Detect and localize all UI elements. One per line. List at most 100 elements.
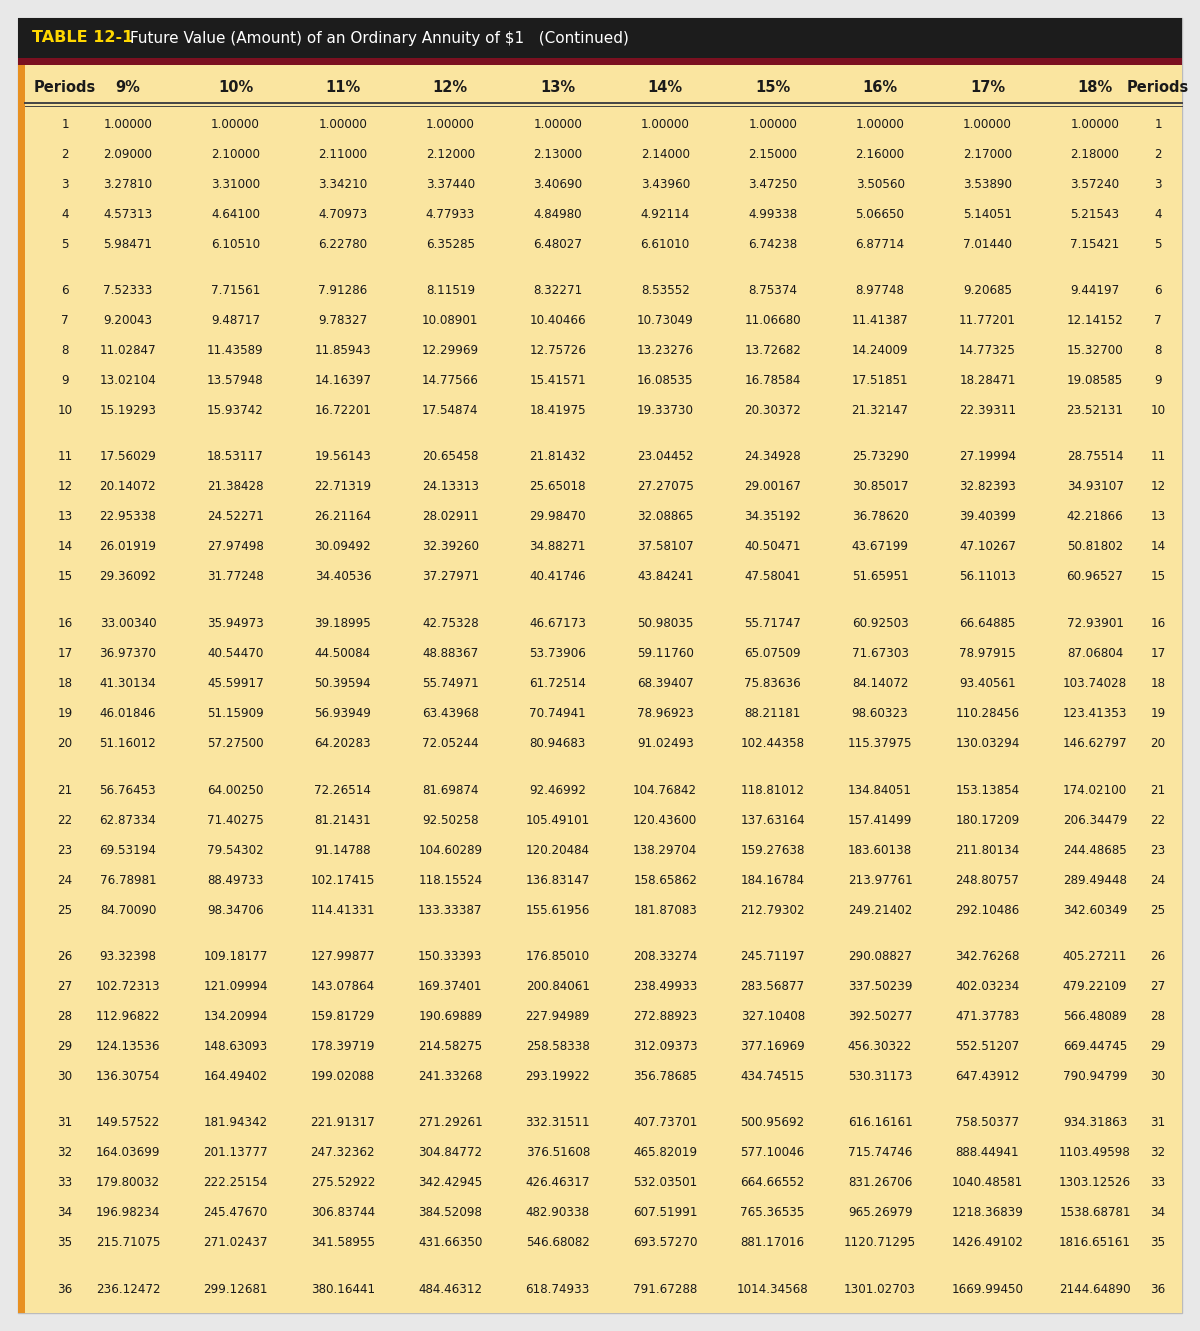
Text: 18.28471: 18.28471 <box>959 374 1016 387</box>
Text: 23: 23 <box>1151 844 1165 857</box>
Text: 32.39260: 32.39260 <box>422 540 479 554</box>
Text: 133.33387: 133.33387 <box>418 904 482 917</box>
Text: 138.29704: 138.29704 <box>634 844 697 857</box>
Text: 888.44941: 888.44941 <box>955 1146 1019 1159</box>
Text: 84.70090: 84.70090 <box>100 904 156 917</box>
Bar <box>26 25 116 51</box>
Text: 3.40690: 3.40690 <box>533 177 582 190</box>
Text: 48.88367: 48.88367 <box>422 647 479 660</box>
Text: 19.56143: 19.56143 <box>314 450 371 463</box>
Text: 1.00000: 1.00000 <box>533 117 582 130</box>
Text: 22.39311: 22.39311 <box>959 405 1016 417</box>
Text: 28.75514: 28.75514 <box>1067 450 1123 463</box>
Text: 222.25154: 222.25154 <box>203 1177 268 1190</box>
Text: 179.80032: 179.80032 <box>96 1177 160 1190</box>
Text: 146.62797: 146.62797 <box>1063 737 1127 749</box>
Text: 25: 25 <box>58 904 72 917</box>
Text: 24.34928: 24.34928 <box>744 450 800 463</box>
Text: 16%: 16% <box>863 80 898 95</box>
Text: 18: 18 <box>1151 677 1165 689</box>
Text: 356.78685: 356.78685 <box>634 1070 697 1083</box>
Text: 12: 12 <box>1151 480 1165 494</box>
Text: 607.51991: 607.51991 <box>632 1206 697 1219</box>
Text: 407.73701: 407.73701 <box>634 1117 697 1130</box>
Text: 60.92503: 60.92503 <box>852 618 908 630</box>
Text: 13%: 13% <box>540 80 575 95</box>
Text: 1.00000: 1.00000 <box>964 117 1012 130</box>
Text: 13.57948: 13.57948 <box>208 374 264 387</box>
Text: 199.02088: 199.02088 <box>311 1070 374 1083</box>
Text: 647.43912: 647.43912 <box>955 1070 1020 1083</box>
Text: 6.74238: 6.74238 <box>748 237 797 250</box>
Text: 664.66552: 664.66552 <box>740 1177 805 1190</box>
Text: 153.13854: 153.13854 <box>955 784 1020 796</box>
Text: 35.94973: 35.94973 <box>208 618 264 630</box>
Text: 341.58955: 341.58955 <box>311 1236 374 1250</box>
Text: 306.83744: 306.83744 <box>311 1206 374 1219</box>
Text: 245.47670: 245.47670 <box>203 1206 268 1219</box>
Text: Periods: Periods <box>1127 80 1189 95</box>
Text: 3.27810: 3.27810 <box>103 177 152 190</box>
Text: 23.52131: 23.52131 <box>1067 405 1123 417</box>
Text: 214.58275: 214.58275 <box>419 1040 482 1053</box>
Text: 1040.48581: 1040.48581 <box>952 1177 1024 1190</box>
Text: 127.99877: 127.99877 <box>311 950 376 964</box>
Text: 43.84241: 43.84241 <box>637 571 694 583</box>
Text: 27.19994: 27.19994 <box>959 450 1016 463</box>
Text: 271.02437: 271.02437 <box>203 1236 268 1250</box>
Text: 376.51608: 376.51608 <box>526 1146 590 1159</box>
Text: 18: 18 <box>58 677 72 689</box>
Text: 304.84772: 304.84772 <box>419 1146 482 1159</box>
Text: 4.99338: 4.99338 <box>748 208 797 221</box>
Text: 9%: 9% <box>115 80 140 95</box>
Text: 9: 9 <box>61 374 68 387</box>
Text: 50.98035: 50.98035 <box>637 618 694 630</box>
Text: 184.16784: 184.16784 <box>740 873 805 886</box>
Text: 5.98471: 5.98471 <box>103 237 152 250</box>
Text: 22: 22 <box>1151 813 1165 827</box>
Text: 405.27211: 405.27211 <box>1063 950 1127 964</box>
Text: 2.12000: 2.12000 <box>426 148 475 161</box>
Text: 2.10000: 2.10000 <box>211 148 260 161</box>
Text: 16: 16 <box>1151 618 1165 630</box>
Text: 552.51207: 552.51207 <box>955 1040 1020 1053</box>
Text: 1303.12526: 1303.12526 <box>1058 1177 1132 1190</box>
Text: 72.26514: 72.26514 <box>314 784 371 796</box>
Text: 11.77201: 11.77201 <box>959 314 1016 327</box>
Text: 831.26706: 831.26706 <box>848 1177 912 1190</box>
Text: 765.36535: 765.36535 <box>740 1206 805 1219</box>
Text: 19.08585: 19.08585 <box>1067 374 1123 387</box>
Text: 1538.68781: 1538.68781 <box>1060 1206 1130 1219</box>
Text: 201.13777: 201.13777 <box>203 1146 268 1159</box>
Text: 40.41746: 40.41746 <box>529 571 586 583</box>
Text: 221.91317: 221.91317 <box>311 1117 376 1130</box>
Text: 11: 11 <box>1151 450 1165 463</box>
Text: 5.14051: 5.14051 <box>964 208 1012 221</box>
Text: 41.30134: 41.30134 <box>100 677 156 689</box>
Text: 36.97370: 36.97370 <box>100 647 156 660</box>
Text: 26.01919: 26.01919 <box>100 540 156 554</box>
Text: 118.15524: 118.15524 <box>419 873 482 886</box>
Text: 20.65458: 20.65458 <box>422 450 479 463</box>
Text: 63.43968: 63.43968 <box>422 707 479 720</box>
Text: 136.30754: 136.30754 <box>96 1070 160 1083</box>
Text: 10%: 10% <box>218 80 253 95</box>
Text: 34.40536: 34.40536 <box>314 571 371 583</box>
Text: 56.93949: 56.93949 <box>314 707 371 720</box>
Text: 34.88271: 34.88271 <box>529 540 586 554</box>
Text: 693.57270: 693.57270 <box>632 1236 697 1250</box>
Text: 39.18995: 39.18995 <box>314 618 371 630</box>
Text: 24: 24 <box>1151 873 1165 886</box>
Text: 11.06680: 11.06680 <box>744 314 800 327</box>
Text: 456.30322: 456.30322 <box>848 1040 912 1053</box>
Text: 3.53890: 3.53890 <box>964 177 1012 190</box>
Text: 51.15909: 51.15909 <box>208 707 264 720</box>
Text: 25.73290: 25.73290 <box>852 450 908 463</box>
Text: 3.31000: 3.31000 <box>211 177 260 190</box>
Text: 21: 21 <box>1151 784 1165 796</box>
Text: 16.08535: 16.08535 <box>637 374 694 387</box>
Text: 434.74515: 434.74515 <box>740 1070 805 1083</box>
Text: 88.21181: 88.21181 <box>744 707 800 720</box>
Text: 16.78584: 16.78584 <box>744 374 800 387</box>
Text: 53.73906: 53.73906 <box>529 647 587 660</box>
